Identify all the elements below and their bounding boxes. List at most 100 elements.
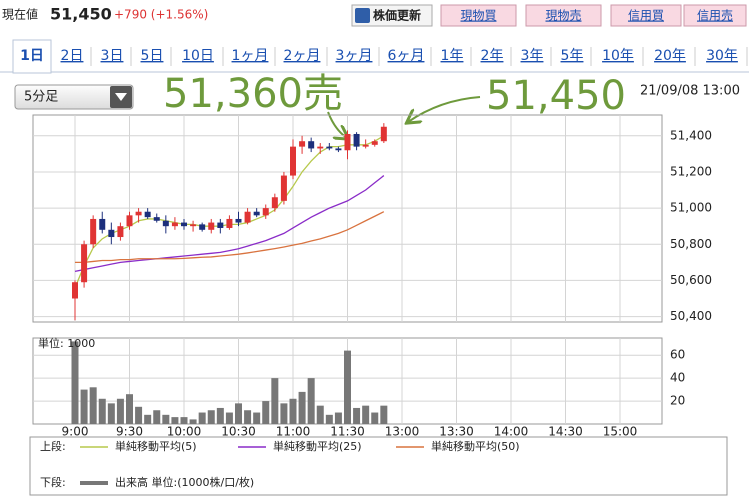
tab-label[interactable]: 2年 bbox=[481, 48, 504, 64]
candle-body bbox=[380, 126, 387, 142]
candle-body bbox=[353, 133, 360, 147]
candle-body bbox=[135, 211, 142, 216]
volume-bar bbox=[280, 403, 288, 424]
y-tick-label: 51,000 bbox=[670, 201, 712, 215]
legend-label: 出来高 単位:(1000株/口/枚) bbox=[115, 475, 254, 489]
y-tick-label: 20 bbox=[670, 394, 685, 408]
volume-bar bbox=[198, 412, 206, 424]
candle-body bbox=[371, 141, 378, 145]
candle-body bbox=[217, 222, 224, 228]
candle-body bbox=[271, 197, 278, 209]
volume-bar bbox=[225, 412, 233, 424]
volume-bar bbox=[289, 398, 297, 424]
volume-bar bbox=[126, 394, 133, 424]
volume-bar bbox=[244, 410, 252, 424]
legend-label: 単純移動平均(5) bbox=[115, 439, 197, 453]
candle-body bbox=[317, 146, 324, 149]
volume-bar bbox=[207, 410, 215, 424]
trade-button[interactable] bbox=[610, 4, 682, 27]
candle-body bbox=[126, 215, 133, 227]
tab-label: 1日 bbox=[20, 48, 44, 64]
annotation: 51,360売 bbox=[163, 71, 343, 117]
candle-body bbox=[299, 141, 306, 147]
y-tick-label: 50,800 bbox=[670, 237, 712, 251]
candle-body bbox=[326, 146, 333, 149]
refresh-icon bbox=[355, 8, 370, 23]
tab-label[interactable]: 30年 bbox=[706, 48, 738, 64]
moving-average bbox=[75, 211, 385, 263]
x-tick-label: 10:00 bbox=[167, 425, 202, 439]
tab-label[interactable]: 3ヶ月 bbox=[336, 48, 373, 64]
price-label: 現在値 bbox=[2, 7, 38, 22]
candle-body bbox=[72, 282, 78, 299]
x-tick-label: 15:00 bbox=[603, 425, 638, 439]
trade-button[interactable] bbox=[440, 4, 517, 27]
annotation: 51,450 bbox=[486, 73, 626, 119]
volume-bar bbox=[271, 378, 279, 424]
tab-label[interactable]: 3年 bbox=[521, 48, 544, 64]
tab-label[interactable]: 2ヶ月 bbox=[284, 48, 321, 64]
candle-body bbox=[171, 222, 178, 227]
tab-label[interactable]: 20年 bbox=[654, 48, 686, 64]
y-tick-label: 51,200 bbox=[670, 164, 712, 178]
volume-bar bbox=[89, 387, 97, 424]
candle-body bbox=[108, 229, 115, 238]
y-tick-label: 50,400 bbox=[670, 309, 712, 323]
volume-bar bbox=[171, 417, 179, 424]
select-text: 5分足 bbox=[24, 90, 58, 105]
candle-body bbox=[153, 217, 160, 221]
volume-bar bbox=[71, 341, 79, 424]
volume-bar bbox=[162, 414, 170, 424]
tab-label[interactable]: 3日 bbox=[101, 48, 124, 64]
select-arrow bbox=[115, 93, 127, 101]
volume-bar bbox=[116, 398, 124, 424]
tab-label[interactable]: 1年 bbox=[441, 48, 464, 64]
candle-body bbox=[262, 208, 269, 216]
trade-button[interactable] bbox=[525, 4, 602, 27]
legend-title: 下段: bbox=[40, 475, 66, 489]
volume-bar bbox=[98, 398, 106, 424]
candle-body bbox=[235, 218, 242, 223]
volume-bar bbox=[307, 378, 315, 424]
select-box[interactable] bbox=[14, 84, 134, 110]
candle-body bbox=[81, 244, 88, 283]
annotation-arrow bbox=[408, 96, 481, 122]
legend-label: 単純移動平均(50) bbox=[431, 439, 520, 453]
volume-bar bbox=[253, 412, 261, 424]
y-tick-label: 50,600 bbox=[670, 273, 712, 287]
tab-label[interactable]: 10年 bbox=[602, 48, 634, 64]
volume-bar bbox=[153, 410, 161, 424]
moving-average bbox=[74, 175, 385, 273]
volume-bar bbox=[189, 419, 197, 424]
candle-body bbox=[362, 144, 369, 147]
candle-body bbox=[344, 133, 351, 151]
volume-bar bbox=[371, 412, 379, 424]
candle-body bbox=[290, 146, 296, 176]
tab-label[interactable]: 6ヶ月 bbox=[388, 48, 425, 64]
tab-label[interactable]: 2日 bbox=[61, 48, 84, 64]
legend-label: 単純移動平均(25) bbox=[273, 439, 362, 453]
tab-label[interactable]: 10日 bbox=[182, 48, 214, 64]
refresh-button[interactable] bbox=[351, 4, 433, 27]
tab-label[interactable]: 5年 bbox=[561, 48, 584, 64]
volume-bar bbox=[380, 405, 388, 424]
volume-bar bbox=[262, 401, 270, 424]
volume-bar bbox=[362, 405, 370, 424]
x-tick-label: 13:00 bbox=[385, 425, 420, 439]
volume-unit: 単位: 1000 bbox=[38, 336, 95, 350]
volume-bar bbox=[344, 350, 351, 424]
trade-button[interactable] bbox=[683, 4, 747, 27]
tab-label[interactable]: 1ヶ月 bbox=[232, 48, 269, 64]
candle-body bbox=[117, 226, 124, 238]
volume-bar bbox=[334, 412, 342, 424]
period-select[interactable]: 5分足 bbox=[14, 84, 134, 110]
candle-body bbox=[280, 175, 287, 201]
volume-bar bbox=[80, 389, 88, 424]
x-tick-label: 9:00 bbox=[62, 425, 89, 439]
timestamp: 21/09/08 13:00 bbox=[640, 84, 740, 99]
volume-bar bbox=[107, 403, 115, 424]
x-tick-label: 9:30 bbox=[116, 425, 143, 439]
candle-body bbox=[144, 211, 151, 218]
tab-label[interactable]: 5日 bbox=[141, 48, 164, 64]
tab-active[interactable] bbox=[12, 39, 52, 74]
